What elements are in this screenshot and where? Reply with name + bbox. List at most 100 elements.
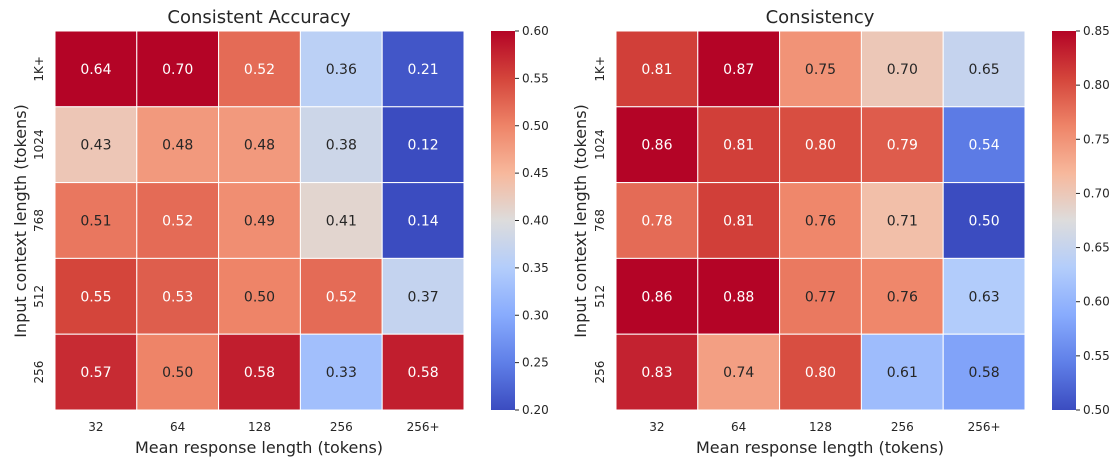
colorbar-tick-label: 0.80: [1083, 78, 1110, 92]
heatmap-cell-value: 0.58: [408, 365, 439, 381]
heatmap-cell-value: 0.88: [723, 289, 754, 305]
colorbar-gradient: [491, 31, 515, 410]
heatmap-cell-value: 0.81: [723, 214, 754, 230]
colorbar-tick-label: 0.75: [1083, 132, 1110, 146]
heatmap-cell-value: 0.21: [408, 62, 439, 78]
heatmap-cell: [381, 333, 465, 411]
heatmap-cell: [381, 106, 465, 184]
heatmap-cell-value: 0.12: [408, 138, 439, 154]
heatmap-cell: [860, 106, 944, 184]
heatmap-cell: [218, 106, 301, 184]
y-tick-label: 256: [593, 361, 607, 384]
heatmap-cell-value: 0.54: [969, 138, 1000, 154]
y-axis-label: Input context length (tokens): [11, 104, 30, 338]
heatmap-cell-value: 0.76: [887, 289, 918, 305]
heatmap-cells: 0.64 0.70 0.52 0.36 0.21 0.43 0.48 0.48 0.38 0.12…: [54, 30, 465, 411]
heatmap-cell: [218, 30, 301, 108]
y-tick-label: 768: [593, 209, 607, 232]
heatmap-cell-value: 0.81: [723, 138, 754, 154]
heatmap-cell-value: 0.49: [244, 214, 275, 230]
heatmap-cell-value: 0.41: [326, 214, 357, 230]
heatmap-cell-value: 0.50: [244, 289, 275, 305]
y-axis-label: Input context length (tokens): [571, 104, 590, 338]
colorbar: 0.50 0.55 0.60 0.65 0.70 0.75 0.80 0.85: [1052, 24, 1110, 417]
heatmap-cell: [136, 182, 220, 259]
heatmap-cell: [136, 257, 220, 335]
chart-title: Consistent Accuracy: [167, 7, 351, 28]
colorbar-tick-label: 0.70: [1083, 186, 1110, 200]
heatmap-cell-value: 0.50: [162, 365, 193, 381]
heatmap-cell-value: 0.58: [244, 365, 275, 381]
heatmap-cell-value: 0.33: [326, 365, 357, 381]
heatmap-cell: [942, 106, 1026, 184]
heatmap-panel-consistency: Consistency 0.81 0.87 0.75 0.70 0.650.86 0.81…: [571, 7, 1110, 457]
colorbar-gradient: [1052, 31, 1076, 410]
heatmap-cell: [381, 182, 465, 259]
heatmap-cell: [615, 182, 699, 259]
y-tick-label: 512: [593, 285, 607, 308]
colorbar-tick-label: 0.25: [522, 356, 549, 370]
colorbar-tick-label: 0.45: [522, 166, 549, 180]
x-tick-label: 256: [891, 420, 914, 434]
chart-title: Consistency: [766, 7, 875, 28]
colorbar-tick-label: 0.65: [1083, 241, 1110, 255]
y-tick-label: 1K+: [593, 56, 607, 82]
heatmap-cell-value: 0.61: [887, 365, 918, 381]
heatmap-cell-value: 0.48: [244, 138, 275, 154]
heatmap-cell: [54, 30, 138, 108]
heatmap-cell-value: 0.38: [326, 138, 357, 154]
heatmap-cell: [54, 106, 138, 184]
heatmap-cell: [615, 106, 699, 184]
heatmap-panel-consistent-accuracy: Consistent Accuracy 0.64 0.70 0.52 0.36 0.21…: [11, 7, 549, 457]
colorbar-tick-label: 0.20: [522, 403, 549, 417]
heatmap-cell-value: 0.74: [723, 365, 754, 381]
x-tick-label: 64: [731, 420, 746, 434]
heatmap-cell: [299, 182, 383, 259]
colorbar-tick-label: 0.50: [1083, 403, 1110, 417]
heatmap-cell: [697, 106, 781, 184]
heatmap-cell: [779, 182, 862, 259]
heatmap-cell: [54, 333, 138, 411]
heatmap-cell: [697, 333, 781, 411]
heatmap-cell-value: 0.36: [326, 62, 357, 78]
colorbar-tick-label: 0.35: [522, 261, 549, 275]
heatmap-cell: [942, 30, 1026, 108]
y-tick-label: 768: [32, 209, 46, 232]
heatmap-cell: [218, 333, 301, 411]
heatmap-cell-value: 0.58: [969, 365, 1000, 381]
heatmap-cell-value: 0.79: [887, 138, 918, 154]
heatmap-cell-value: 0.70: [162, 62, 193, 78]
x-tick-label: 256: [330, 420, 353, 434]
heatmap-cell: [942, 257, 1026, 335]
heatmap-cell-value: 0.55: [80, 289, 111, 305]
colorbar-tick-label: 0.40: [522, 214, 549, 228]
heatmap-cell-value: 0.57: [80, 365, 111, 381]
heatmap-cell: [697, 257, 781, 335]
heatmap-cell: [136, 333, 220, 411]
colorbar-tick-label: 0.85: [1083, 24, 1110, 38]
heatmap-cell: [218, 182, 301, 259]
heatmap-cell-value: 0.52: [326, 289, 357, 305]
y-tick-label: 1024: [32, 129, 46, 160]
heatmap-cell-value: 0.78: [641, 214, 672, 230]
y-tick-label: 1024: [593, 129, 607, 160]
heatmap-cell: [779, 30, 862, 108]
x-tick-labels: 32 64 128 256 256+: [649, 420, 1000, 434]
colorbar-tick-label: 0.50: [522, 119, 549, 133]
x-tick-labels: 32 64 128 256 256+: [88, 420, 439, 434]
colorbar-ticks: 0.50 0.55 0.60 0.65 0.70 0.75 0.80 0.85: [1076, 24, 1110, 417]
heatmap-cell: [54, 257, 138, 335]
heatmap-cell-value: 0.81: [641, 62, 672, 78]
y-tick-label: 256: [32, 361, 46, 384]
heatmap-cell-value: 0.51: [80, 214, 111, 230]
heatmap-cell-value: 0.63: [969, 289, 1000, 305]
x-tick-label: 128: [248, 420, 271, 434]
heatmap-cell: [779, 106, 862, 184]
x-tick-label: 32: [649, 420, 664, 434]
y-tick-label: 512: [32, 285, 46, 308]
heatmap-cell-value: 0.52: [162, 214, 193, 230]
heatmap-cell-value: 0.50: [969, 214, 1000, 230]
x-tick-label: 128: [809, 420, 832, 434]
x-tick-label: 32: [88, 420, 103, 434]
